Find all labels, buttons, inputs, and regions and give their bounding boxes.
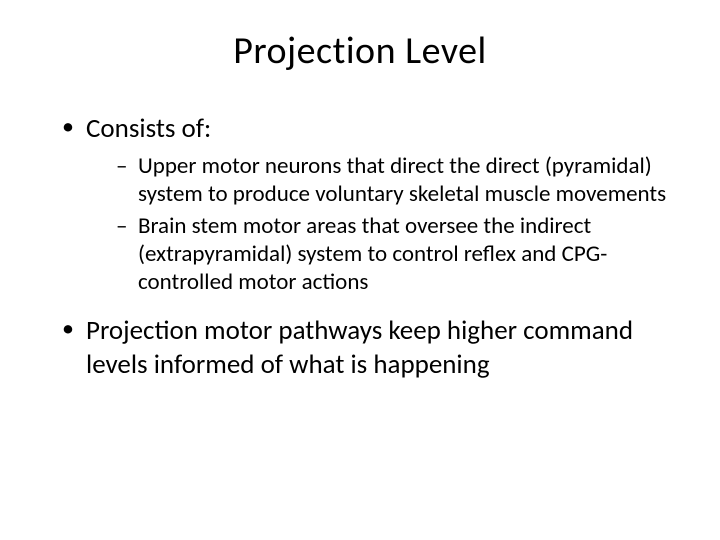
bullet-list: Consists of: Upper motor neurons that di… (50, 112, 670, 381)
slide-title: Projection Level (50, 28, 670, 74)
sub-list: Upper motor neurons that direct the dire… (86, 152, 670, 296)
bullet-item: Projection motor pathways keep higher co… (58, 314, 670, 382)
bullet-item: Consists of: Upper motor neurons that di… (58, 112, 670, 296)
bullet-text: Projection motor pathways keep higher co… (86, 314, 633, 381)
sub-item: Brain stem motor areas that oversee the … (116, 212, 670, 296)
sub-item: Upper motor neurons that direct the dire… (116, 152, 670, 208)
bullet-text: Consists of: (86, 112, 211, 145)
